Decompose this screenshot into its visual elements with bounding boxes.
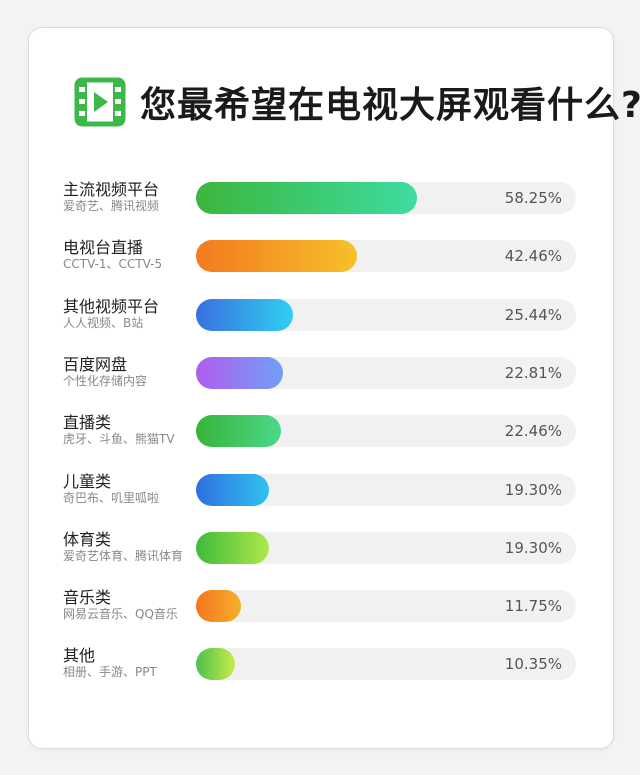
bar	[196, 531, 269, 564]
bar	[196, 415, 281, 448]
category-label: 音乐类	[63, 588, 112, 608]
category-label: 主流视频平台	[63, 180, 160, 199]
bar-track	[196, 648, 576, 681]
bar-row: 儿童类 奇巴布、叽里呱啦 19.30%	[0, 472, 640, 508]
category-subtitle: 个性化存储内容	[63, 373, 148, 388]
value-label: 22.81%	[504, 363, 562, 382]
category-subtitle: CCTV-1、CCTV-5	[63, 257, 163, 272]
bar-row: 其他 相册、手游、PPT 10.35%	[0, 646, 640, 682]
category-subtitle: 网易云音乐、QQ音乐	[63, 607, 178, 622]
title-row: 您最希望在电视大屏观看什么?	[74, 74, 640, 130]
value-label: 10.35%	[504, 655, 562, 674]
value-label: 19.30%	[504, 480, 562, 499]
bar-row: 体育类 爱奇艺体育、腾讯体育 19.30%	[0, 530, 640, 566]
category-label: 直播类	[63, 413, 112, 433]
value-label: 19.30%	[504, 538, 562, 557]
category-label: 其他	[63, 646, 96, 666]
category-label: 百度网盘	[63, 354, 128, 374]
category-label: 体育类	[63, 529, 112, 549]
video-play-icon	[74, 77, 126, 127]
bar	[196, 590, 241, 623]
category-label: 其他视频平台	[63, 296, 160, 316]
bar-row: 音乐类 网易云音乐、QQ音乐 11.75%	[0, 588, 640, 624]
category-subtitle: 爱奇艺、腾讯视频	[63, 199, 160, 213]
category-subtitle: 奇巴布、叽里呱啦	[63, 490, 160, 505]
bar	[196, 182, 417, 214]
value-label: 58.25%	[504, 189, 562, 207]
value-label: 42.46%	[504, 247, 562, 266]
value-label: 22.46%	[504, 422, 562, 441]
chart-title: 您最希望在电视大屏观看什么?	[140, 85, 640, 126]
bar-row: 电视台直播 CCTV-1、CCTV-5 42.46%	[0, 238, 640, 274]
bar	[196, 473, 269, 506]
bar-row: 百度网盘 个性化存储内容 22.81%	[0, 355, 640, 391]
category-subtitle: 虎牙、斗鱼、熊猫TV	[63, 432, 175, 447]
category-subtitle: 相册、手游、PPT	[63, 665, 157, 680]
bar-row: 主流视频平台 爱奇艺、腾讯视频 58.25%	[0, 180, 640, 216]
bar-row: 直播类 虎牙、斗鱼、熊猫TV 22.46%	[0, 413, 640, 449]
bar	[196, 356, 283, 389]
value-label: 11.75%	[504, 597, 562, 616]
bar-row: 其他视频平台 人人视频、B站 25.44%	[0, 297, 640, 333]
bar	[196, 298, 293, 331]
category-label: 儿童类	[63, 471, 112, 491]
value-label: 25.44%	[504, 305, 562, 324]
bar	[196, 240, 357, 273]
category-subtitle: 爱奇艺体育、腾讯体育	[63, 548, 184, 563]
category-label: 电视台直播	[63, 238, 144, 258]
bar	[196, 648, 235, 681]
bar-track	[196, 590, 576, 623]
category-subtitle: 人人视频、B站	[63, 315, 144, 330]
